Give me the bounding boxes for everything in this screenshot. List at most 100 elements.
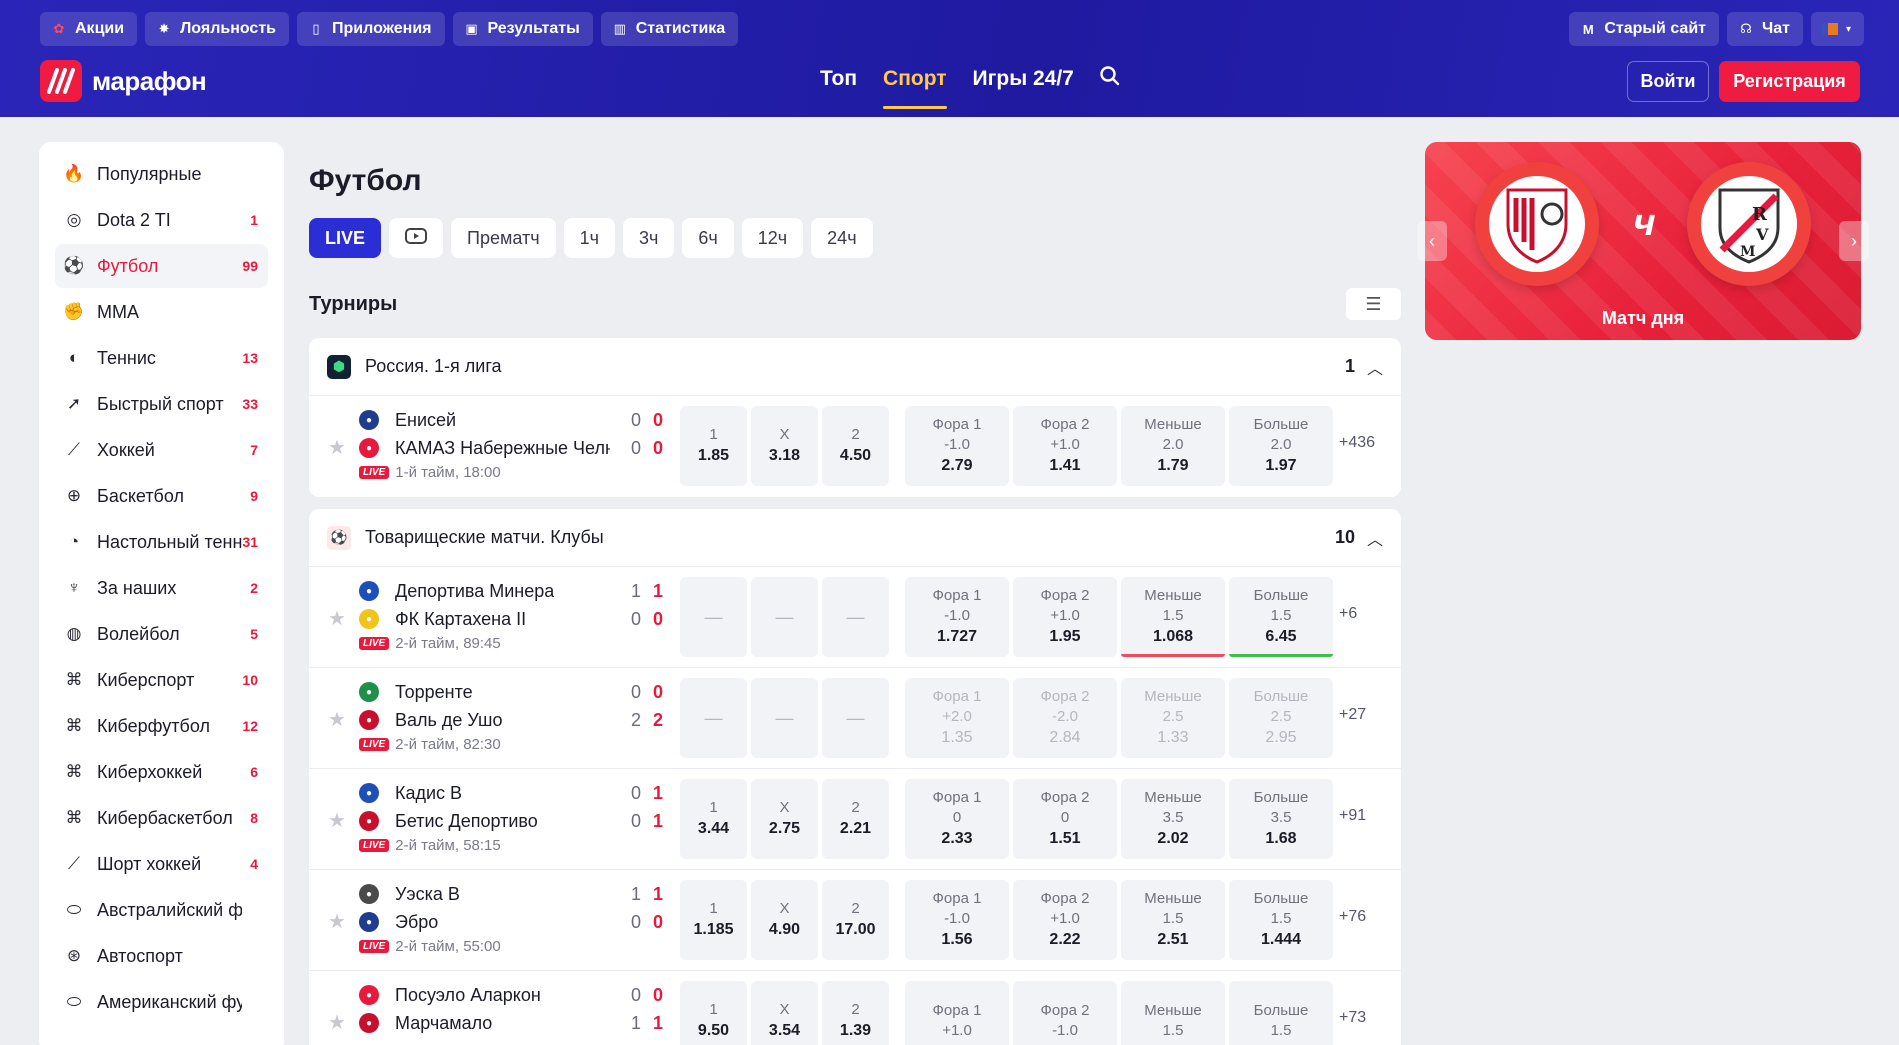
nav-games[interactable]: Игры 24/7 (972, 67, 1074, 90)
favorite-star-icon[interactable]: ★ (328, 911, 346, 933)
tournament-header[interactable]: ⬢ Россия. 1-я лига 1 ︿ (309, 338, 1401, 396)
more-markets-link[interactable]: +436 (1339, 434, 1376, 451)
odds-cell[interactable]: — (822, 678, 889, 758)
filter-12h[interactable]: 12ч (741, 218, 804, 258)
favorite-star-icon[interactable]: ★ (328, 608, 346, 630)
odds-cell[interactable]: Фора 1 0 2.33 (905, 779, 1009, 859)
sidebar-item[interactable]: ⬭ Австралийский футбол (55, 888, 268, 932)
register-button[interactable]: Регистрация (1719, 61, 1860, 102)
sidebar-item[interactable]: 🔥 Популярные (55, 152, 268, 196)
match-row[interactable]: ★ ● Кадис B ● Бетис Депортиво LIVE 2-й тайм, 5… (309, 769, 1401, 870)
favorite-star-icon[interactable]: ★ (328, 810, 346, 832)
sidebar-item[interactable]: ⬭ Американский футбол (55, 980, 268, 1024)
odds-cell[interactable]: Больше 1.5 1.444 (1229, 880, 1333, 960)
stats-link[interactable]: ▥ Статистика (600, 12, 739, 46)
chevron-up-icon[interactable]: ︿ (1366, 360, 1383, 378)
match-row[interactable]: ★ ● Торренте ● Валь де Ушо LIVE 2-й тайм, 82:3… (309, 668, 1401, 769)
language-select[interactable]: ▾ (1810, 12, 1864, 46)
chevron-up-icon[interactable]: ︿ (1366, 531, 1383, 549)
match-row[interactable]: ★ ● Уэска B ● Эбро LIVE 2-й тайм, 55:00 1 1 0 0 1 1.… (309, 870, 1401, 971)
match-row[interactable]: ★ ● Енисей ● КАМАЗ Набережные Челны LIVE 1-й т… (309, 396, 1401, 497)
collapse-all-button[interactable]: ☰ (1346, 288, 1401, 320)
odds-cell[interactable]: Меньше 1.5 (1121, 981, 1225, 1045)
favorite-star-icon[interactable]: ★ (328, 709, 346, 731)
sidebar-item[interactable]: ⌘ Кибербаскетбол 8 (55, 796, 268, 840)
odds-cell[interactable]: Меньше 3.5 2.02 (1121, 779, 1225, 859)
sidebar-item[interactable]: ◍ Волейбол 5 (55, 612, 268, 656)
odds-cell[interactable]: X 2.75 (751, 779, 818, 859)
odds-cell[interactable]: Фора 2 0 1.51 (1013, 779, 1117, 859)
favorite-star-icon[interactable]: ★ (328, 1012, 346, 1034)
sidebar-item[interactable]: ◐ Теннис 13 (55, 336, 268, 380)
odds-cell[interactable]: Фора 1 -1.0 2.79 (905, 406, 1009, 486)
more-markets-link[interactable]: +91 (1339, 807, 1367, 824)
filter-24h[interactable]: 24ч (811, 218, 873, 258)
loyalty-link[interactable]: ✸ Лояльность (145, 12, 289, 46)
sidebar-item[interactable]: ⌘ Киберхоккей 6 (55, 750, 268, 794)
more-markets-link[interactable]: +27 (1339, 706, 1367, 723)
banner-next-button[interactable]: › (1839, 221, 1869, 261)
match-row[interactable]: ★ ● Посуэло Аларкон ● Марчамало 0 0 1 1 1 9.50 X 3.5… (309, 971, 1401, 1045)
odds-cell[interactable]: Больше 1.5 (1229, 981, 1333, 1045)
nav-top[interactable]: Топ (820, 67, 858, 90)
odds-cell[interactable]: — (680, 678, 747, 758)
odds-cell[interactable]: — (822, 577, 889, 657)
odds-cell[interactable]: X 3.54 (751, 981, 818, 1045)
odds-cell[interactable]: 2 4.50 (822, 406, 889, 486)
odds-cell[interactable]: Фора 2 +1.0 1.41 (1013, 406, 1117, 486)
odds-cell[interactable]: Фора 2 +1.0 1.95 (1013, 577, 1117, 657)
sidebar-item[interactable]: ✊ MMA (55, 290, 268, 334)
filter-prematch[interactable]: Прематч (451, 218, 556, 258)
sidebar-item[interactable]: ⟋ Хоккей 7 (55, 428, 268, 472)
odds-cell[interactable]: — (751, 678, 818, 758)
odds-cell[interactable]: — (751, 577, 818, 657)
more-markets-link[interactable]: +73 (1339, 1009, 1367, 1026)
odds-cell[interactable]: Фора 1 -1.0 1.727 (905, 577, 1009, 657)
sidebar-item[interactable]: ♆ За наших 2 (55, 566, 268, 610)
results-link[interactable]: ▣ Результаты (452, 12, 593, 46)
filter-live[interactable]: LIVE (309, 218, 382, 258)
odds-cell[interactable]: Меньше 1.5 2.51 (1121, 880, 1225, 960)
odds-cell[interactable]: Фора 1 +2.0 1.35 (905, 678, 1009, 758)
odds-cell[interactable]: 1 1.85 (680, 406, 747, 486)
banner-prev-button[interactable]: ‹ (1417, 221, 1447, 261)
odds-cell[interactable]: Фора 2 -2.0 2.84 (1013, 678, 1117, 758)
odds-cell[interactable]: Фора 1 -1.0 1.56 (905, 880, 1009, 960)
odds-cell[interactable]: X 4.90 (751, 880, 818, 960)
odds-cell[interactable]: X 3.18 (751, 406, 818, 486)
odds-cell[interactable]: Меньше 2.0 1.79 (1121, 406, 1225, 486)
odds-cell[interactable]: Фора 1 +1.0 (905, 981, 1009, 1045)
sidebar-item[interactable]: ⚽ Футбол 99 (55, 244, 268, 288)
odds-cell[interactable]: Больше 2.5 2.95 (1229, 678, 1333, 758)
sidebar-item[interactable]: ⊕ Баскетбол 9 (55, 474, 268, 518)
match-row[interactable]: ★ ● Депортива Минера ● ФК Картахена II LIVE 2-… (309, 567, 1401, 668)
filter-video[interactable] (389, 218, 444, 258)
old-site-link[interactable]: M Старый сайт (1569, 12, 1719, 46)
more-markets-link[interactable]: +76 (1339, 908, 1367, 925)
odds-cell[interactable]: Меньше 2.5 1.33 (1121, 678, 1225, 758)
sidebar-item[interactable]: ⟋ Шорт хоккей 4 (55, 842, 268, 886)
sidebar-item[interactable]: ➚ Быстрый спорт 33 (55, 382, 268, 426)
odds-cell[interactable]: Меньше 1.5 1.068 (1121, 577, 1225, 657)
odds-cell[interactable]: Фора 2 -1.0 (1013, 981, 1117, 1045)
odds-cell[interactable]: Больше 2.0 1.97 (1229, 406, 1333, 486)
odds-cell[interactable]: 2 1.39 (822, 981, 889, 1045)
odds-cell[interactable]: Фора 2 +1.0 2.22 (1013, 880, 1117, 960)
odds-cell[interactable]: Больше 1.5 6.45 (1229, 577, 1333, 657)
search-icon[interactable] (1100, 66, 1120, 110)
odds-cell[interactable]: — (680, 577, 747, 657)
sidebar-item[interactable]: ◎ Dota 2 TI 1 (55, 198, 268, 242)
logo[interactable]: марафон (40, 60, 207, 102)
more-markets-link[interactable]: +6 (1339, 605, 1358, 622)
odds-cell[interactable]: 2 2.21 (822, 779, 889, 859)
odds-cell[interactable]: Больше 3.5 1.68 (1229, 779, 1333, 859)
odds-cell[interactable]: 1 1.185 (680, 880, 747, 960)
odds-cell[interactable]: 2 17.00 (822, 880, 889, 960)
odds-cell[interactable]: 1 9.50 (680, 981, 747, 1045)
promo-link[interactable]: ✿ Акции (40, 12, 138, 46)
sidebar-item[interactable]: ⊛ Автоспорт (55, 934, 268, 978)
tournament-header[interactable]: ⚽ Товарищеские матчи. Клубы 10 ︿ (309, 509, 1401, 567)
login-button[interactable]: Войти (1627, 61, 1709, 102)
sidebar-item[interactable]: ◔ Настольный теннис31 (55, 520, 268, 564)
